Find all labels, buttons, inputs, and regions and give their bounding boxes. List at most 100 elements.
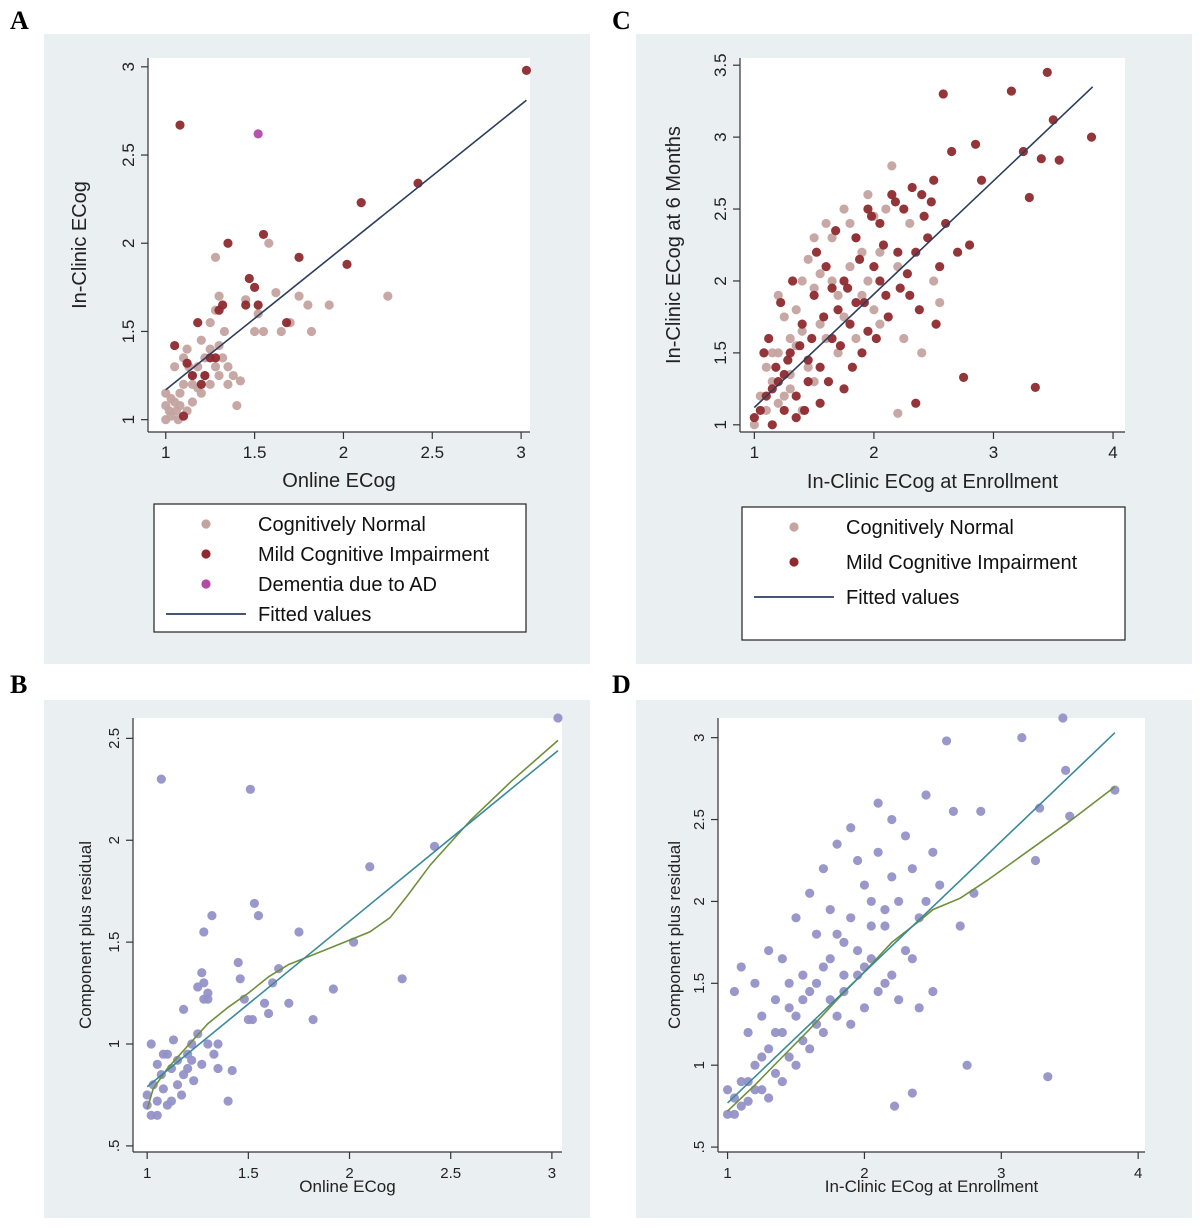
scatter-point (907, 182, 917, 193)
legend-marker (789, 557, 799, 567)
scatter-point (948, 806, 958, 816)
scatter-point (196, 379, 206, 389)
scatter-point (803, 377, 813, 387)
scatter-point (218, 300, 228, 310)
scatter-point (172, 1080, 183, 1090)
x-axis-label-d: In-Clinic ECog at Enrollment (825, 1177, 1039, 1196)
scatter-point (866, 896, 876, 907)
scatter-point (764, 1044, 774, 1054)
scatter-point (900, 945, 911, 956)
scatter-point (397, 974, 407, 984)
scatter-point (929, 175, 939, 185)
scatter-point (815, 319, 825, 329)
scatter-point (791, 1011, 801, 1021)
scatter-point (773, 377, 783, 387)
scatter-point (244, 273, 254, 284)
x-tick-label: 3 (548, 1165, 556, 1182)
scatter-point (863, 326, 873, 336)
scatter-point (250, 326, 260, 337)
panel-letter-d: D (612, 670, 631, 699)
scatter-point (779, 391, 789, 401)
y-tick-label: .5 (106, 1140, 123, 1153)
scatter-point (941, 736, 952, 746)
y-tick-label: 1 (711, 420, 730, 429)
scatter-point (825, 905, 835, 915)
scatter-point (784, 978, 794, 988)
scatter-series-a-2 (253, 129, 263, 139)
scatter-point (921, 896, 931, 907)
scatter-point (770, 1068, 781, 1078)
scatter-point (259, 998, 270, 1008)
y-tick-label: 2.5 (711, 197, 730, 221)
chart-panel-c: 1 2 3 4 1 1.5 2 2.5 3 3.5 In-Clinic ECog at Enroll… (636, 34, 1192, 664)
scatter-point (863, 204, 873, 214)
scatter-point (832, 1011, 842, 1021)
scatter-point (878, 240, 889, 250)
scatter-point (228, 370, 238, 381)
scatter-point (214, 291, 224, 301)
scatter-point (205, 318, 215, 328)
scatter-point (274, 964, 284, 974)
scatter-point (818, 962, 828, 972)
scatter-point (823, 377, 834, 387)
scatter-point (819, 312, 829, 322)
scatter-point (249, 898, 260, 909)
scatter-point (854, 254, 865, 264)
scatter-point (791, 305, 801, 315)
legend-label: Mild Cognitive Impairment (846, 552, 1078, 574)
scatter-point (757, 1011, 767, 1021)
scatter-point (764, 945, 774, 956)
scatter-point (809, 283, 819, 293)
panel-letter-a: A (10, 6, 29, 35)
scatter-point (253, 300, 263, 310)
scatter-point (241, 300, 251, 310)
x-axis-label-a: Online ECog (282, 470, 395, 492)
y-tick-label: 1 (119, 415, 138, 424)
scatter-point (791, 413, 801, 423)
scatter-point (815, 362, 825, 372)
legend-marker (789, 522, 799, 532)
scatter-point (187, 379, 198, 389)
scatter-point (175, 388, 185, 398)
panel-letter-c: C (612, 6, 631, 35)
scatter-point (203, 988, 213, 998)
scatter-point (197, 1059, 207, 1069)
scatter-point (199, 978, 209, 988)
scatter-point (178, 379, 189, 389)
y-tick-label: 2.5 (691, 809, 708, 830)
scatter-point (880, 905, 890, 915)
scatter-point (227, 1065, 237, 1076)
scatter-point (795, 341, 805, 351)
scatter-point (797, 326, 807, 336)
legend-label: Cognitively Normal (258, 514, 426, 536)
scatter-point (893, 261, 903, 272)
plot-area-b (133, 718, 562, 1152)
scatter-point (887, 190, 897, 200)
scatter-point (253, 309, 263, 319)
x-tick-label: 2.5 (420, 443, 444, 462)
scatter-point (833, 348, 843, 358)
scatter-point (213, 1063, 223, 1074)
scatter-point (935, 297, 945, 308)
scatter-point (1048, 115, 1058, 125)
scatter-point (905, 218, 915, 229)
legend-label: Fitted values (846, 587, 959, 609)
scatter-point (928, 847, 938, 857)
scatter-point (914, 1003, 924, 1013)
fitted-line-d (727, 732, 1116, 1104)
scatter-point (171, 406, 182, 416)
scatter-point (146, 1039, 156, 1049)
scatter-point (779, 369, 789, 380)
scatter-point (947, 146, 957, 157)
scatter-point (887, 970, 897, 980)
scatter-point (917, 348, 927, 358)
scatter-point (859, 1003, 870, 1013)
scatter-point (931, 319, 941, 329)
scatter-point (784, 1003, 794, 1013)
scatter-point (955, 921, 965, 931)
scatter-point (1043, 1072, 1053, 1082)
x-tick-label: 4 (1134, 1165, 1142, 1182)
scatter-point (970, 139, 981, 149)
scatter-point (736, 1101, 746, 1111)
